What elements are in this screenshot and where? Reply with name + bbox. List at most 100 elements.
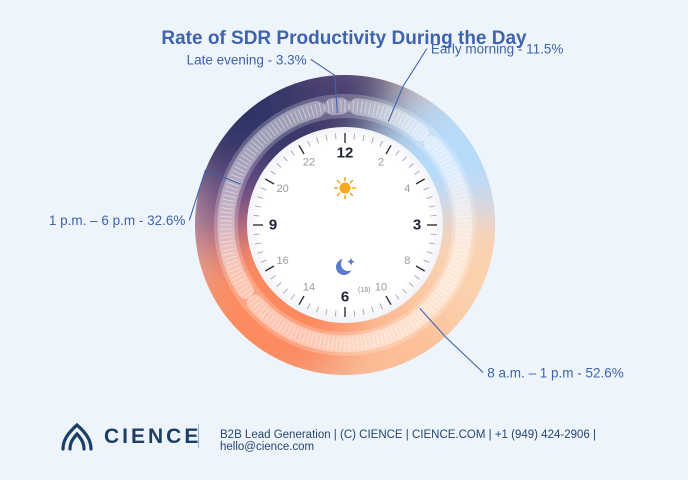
ring-tick xyxy=(411,123,419,134)
ring-tick xyxy=(271,123,279,134)
ring-tick xyxy=(220,236,233,239)
ring-tick xyxy=(453,255,466,260)
ring-tick xyxy=(452,259,465,265)
ring-tick xyxy=(267,126,276,137)
clock-number: 12 xyxy=(337,145,354,162)
ring-tick xyxy=(438,154,449,163)
ring-tick xyxy=(444,165,456,173)
clock-tick xyxy=(371,137,374,144)
ring-tick xyxy=(227,263,239,269)
ring-tick xyxy=(407,318,416,329)
footer-contact-info[interactable]: B2B Lead Generation | (C) CIENCE | CIENC… xyxy=(220,429,596,453)
ring-tick xyxy=(241,154,252,163)
ring-tick xyxy=(220,232,233,235)
tick-band xyxy=(220,100,470,350)
clock-tick xyxy=(379,303,383,310)
ring-tick xyxy=(456,207,469,210)
ring-tick xyxy=(356,337,359,350)
ring-tick xyxy=(267,313,276,324)
ring-tick xyxy=(448,173,460,180)
clock-number: 16 xyxy=(277,255,289,267)
clock-tick xyxy=(260,187,267,191)
ring-tick xyxy=(352,100,355,113)
ring-tick xyxy=(457,232,470,235)
ring-tick xyxy=(221,207,234,210)
clock-tick xyxy=(325,134,328,141)
slice-callouts: Early morning - 11.5% 8 a.m. – 1 p.m - 52… xyxy=(49,42,624,381)
clock-tick xyxy=(254,242,261,245)
clock-number: 20 xyxy=(277,183,289,195)
clock-tick xyxy=(254,205,261,208)
clock-tick xyxy=(276,282,282,287)
ring-tick xyxy=(228,266,241,273)
clock-tick xyxy=(316,306,319,313)
ring-tick xyxy=(301,107,307,119)
ring-tick xyxy=(238,158,250,166)
clock-tick xyxy=(283,288,288,294)
clock-tick xyxy=(385,295,392,306)
ring-tick xyxy=(289,326,296,338)
sun-ray xyxy=(349,179,354,184)
sun-ray xyxy=(336,192,341,197)
ring-tick xyxy=(223,194,236,199)
ring-tick xyxy=(327,101,330,114)
ring-tick xyxy=(221,244,234,248)
clock-tick xyxy=(264,178,275,185)
clock-tick xyxy=(270,275,276,280)
ring-tick xyxy=(282,116,289,128)
ring-tick xyxy=(451,263,463,269)
ring-tick xyxy=(305,105,311,118)
ring-tick xyxy=(264,311,273,322)
clock-tick xyxy=(423,187,430,191)
ring-tick xyxy=(274,318,283,329)
slice-label-2: 1 p.m. – 6 p.m - 32.6% xyxy=(49,213,186,228)
ring-tick xyxy=(383,331,389,343)
clock-numbers: 12 2 4 3 8 10 6 14 16 9 20 22 xyxy=(269,145,421,306)
clock-number: 6 xyxy=(341,289,349,306)
clock-number: 14 xyxy=(303,281,315,293)
clock-number: 4 xyxy=(404,183,410,195)
ring-tick xyxy=(322,101,326,114)
ring-tick xyxy=(241,287,252,296)
ring-tick xyxy=(454,194,467,199)
ring-tick xyxy=(453,190,466,195)
leader-line-3 xyxy=(310,58,338,114)
ring-tick xyxy=(220,215,233,218)
clock-tick xyxy=(298,295,305,306)
ring-tick xyxy=(433,147,444,156)
ring-tick xyxy=(449,266,462,273)
ring-tick xyxy=(425,303,436,313)
cience-logo: CIENCE xyxy=(60,422,201,452)
clock-tick xyxy=(429,205,436,208)
ring-tick xyxy=(436,151,447,159)
ring-tick xyxy=(404,320,412,332)
ring-tick xyxy=(225,259,238,265)
ring-tick xyxy=(352,337,355,350)
clock-tick xyxy=(260,259,267,263)
clock-number: 3 xyxy=(413,217,421,234)
ring-tick xyxy=(364,336,368,349)
sun-ray xyxy=(349,192,354,197)
ring-tick xyxy=(457,236,470,239)
clock-tick xyxy=(290,150,295,156)
ring-tick xyxy=(232,274,244,281)
clock-tick xyxy=(415,265,426,272)
ring-tick xyxy=(236,162,248,169)
ring-tick xyxy=(386,108,393,121)
clock-tick xyxy=(395,150,400,156)
ring-tick xyxy=(221,202,234,206)
ring-tick xyxy=(390,110,397,122)
ring-tick xyxy=(448,270,460,277)
ring-tick xyxy=(236,281,248,288)
ring-tick xyxy=(428,300,439,310)
clock-tick xyxy=(371,306,374,313)
ring-tick xyxy=(314,103,319,116)
ring-tick xyxy=(420,131,430,142)
clock-tick xyxy=(408,282,414,287)
ring-tick xyxy=(401,116,408,128)
ring-tick xyxy=(335,337,338,350)
clock-tick xyxy=(395,294,400,300)
clock-tick xyxy=(408,163,414,168)
ring-tick xyxy=(425,137,436,147)
clock-tick xyxy=(430,214,437,217)
